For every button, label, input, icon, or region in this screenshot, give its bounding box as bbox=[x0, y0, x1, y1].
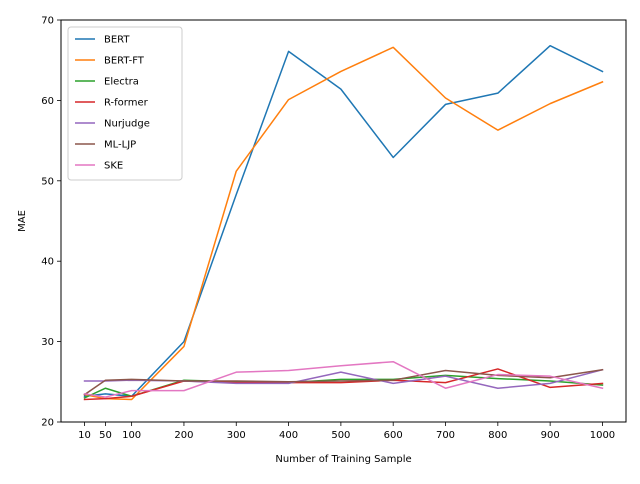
y-tick-label: 60 bbox=[41, 96, 54, 107]
x-tick-label: 700 bbox=[436, 430, 455, 441]
series-line-r-former bbox=[83, 368, 604, 401]
legend: BERT BERT-FT Electra R-former Nurjudge ML-LJP… bbox=[67, 26, 183, 181]
series-line-ml-ljp bbox=[83, 368, 604, 396]
y-tick-label: 40 bbox=[41, 257, 54, 268]
legend-label: R-former bbox=[104, 98, 149, 109]
x-tick-label: 100 bbox=[122, 430, 141, 441]
x-tick-label: 800 bbox=[488, 430, 507, 441]
x-tick-label: 50 bbox=[99, 430, 112, 441]
x-axis: 10 50 100 200 300 400 500 600 700 800 900 1000 bbox=[78, 422, 615, 441]
y-tick-label: 70 bbox=[41, 16, 54, 27]
y-tick-label: 20 bbox=[41, 418, 54, 429]
x-tick-label: 500 bbox=[331, 430, 350, 441]
x-tick-label: 200 bbox=[174, 430, 193, 441]
series-line-bert-ft bbox=[83, 46, 604, 401]
y-axis-label: MAE bbox=[17, 210, 28, 232]
legend-label: BERT-FT bbox=[104, 56, 145, 67]
y-tick-label: 30 bbox=[41, 337, 54, 348]
x-tick-label: 10 bbox=[78, 430, 91, 441]
legend-label: BERT bbox=[104, 35, 130, 46]
series-line-nurjudge bbox=[83, 368, 604, 389]
legend-label: Electra bbox=[104, 77, 139, 88]
legend-label: Nurjudge bbox=[104, 119, 150, 130]
axes-frame bbox=[60, 19, 627, 423]
x-tick-label: 300 bbox=[227, 430, 246, 441]
plot-lines bbox=[83, 44, 604, 401]
legend-label: ML-LJP bbox=[104, 140, 136, 151]
legend-box bbox=[67, 26, 183, 181]
series-line-ske bbox=[83, 360, 604, 398]
y-tick-label: 50 bbox=[41, 176, 54, 187]
x-axis-label: Number of Training Sample bbox=[275, 454, 411, 465]
x-tick-label: 400 bbox=[279, 430, 298, 441]
x-tick-label: 1000 bbox=[590, 430, 615, 441]
legend-label: SKE bbox=[104, 161, 123, 172]
x-tick-label: 900 bbox=[541, 430, 560, 441]
x-tick-label: 600 bbox=[384, 430, 403, 441]
series-line-bert bbox=[83, 44, 604, 398]
y-axis: 20 30 40 50 60 70 bbox=[41, 16, 61, 429]
